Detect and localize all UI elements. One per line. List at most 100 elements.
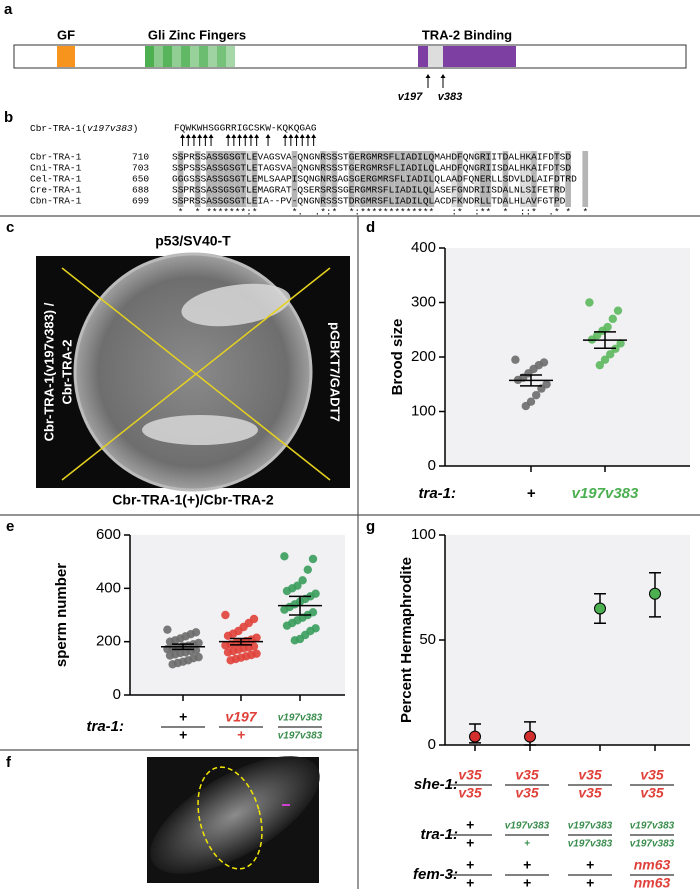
data-point — [298, 576, 307, 585]
x-tick-label: v197v383 — [572, 485, 639, 502]
consensus: * * *******:* *. .*:* *:************* :*… — [172, 207, 588, 218]
allele-bottom: v197v383 — [630, 839, 675, 850]
allele-bottom: v35 — [458, 785, 482, 801]
mutation-arrow-head — [231, 134, 237, 138]
data-point — [649, 587, 661, 600]
allele-arrow-head — [440, 74, 446, 78]
conserved-shade — [405, 151, 412, 207]
y-tick-label: 50 — [419, 631, 436, 648]
data-point — [595, 360, 604, 370]
allele-arrow-head — [425, 74, 431, 78]
zinc-finger-shade — [190, 46, 199, 67]
allele-top: v35 — [578, 767, 602, 783]
conserved-shade — [371, 151, 378, 207]
conserved-shade — [553, 151, 560, 207]
mutation-arrow-head — [305, 134, 311, 138]
allele-top: + — [523, 857, 531, 873]
data-point — [280, 605, 289, 614]
panel-label: e — [6, 518, 14, 535]
data-point — [168, 660, 177, 669]
conserved-shade — [485, 151, 492, 207]
error-bar — [172, 643, 194, 651]
panel-label: a — [4, 1, 13, 18]
data-point — [606, 350, 615, 359]
data-point — [221, 610, 230, 620]
allele-label: v383 — [438, 91, 462, 103]
mutation-arrow-head — [294, 134, 300, 138]
genotype-label: tra-1: — [86, 718, 124, 735]
data-point — [608, 314, 617, 324]
spermatheca-outline — [197, 766, 263, 870]
y-tick-label: 200 — [411, 348, 436, 365]
data-point — [600, 355, 610, 364]
panel-label: b — [4, 109, 13, 126]
genotype-label: fem-3: — [413, 866, 458, 883]
error-bar — [289, 595, 311, 616]
mutation-arrow-head — [242, 134, 248, 138]
conserved-shade — [194, 151, 201, 207]
conserved-shade — [388, 151, 395, 207]
y-axis-label: Percent Hermaphrodite — [398, 557, 415, 723]
allele-bottom: + — [466, 835, 474, 851]
allele-bottom: v35 — [640, 785, 664, 801]
conserved-shade — [325, 151, 332, 207]
allele-top: + — [466, 817, 474, 833]
mutation-arrow-head — [237, 134, 243, 138]
conserved-shade — [229, 151, 235, 207]
data-point — [290, 636, 299, 645]
y-axis-label: Brood size — [389, 319, 406, 396]
allele-label: v197 — [398, 91, 423, 103]
conserved-shade — [582, 151, 589, 207]
data-point — [303, 565, 312, 574]
allele-bottom: v197v383 — [278, 731, 323, 742]
y-tick-label: 400 — [411, 239, 436, 256]
start-position: 703 — [132, 163, 149, 174]
mutation-arrow-head — [191, 134, 197, 138]
mutation-arrow-head — [282, 134, 288, 138]
allele-top: + — [466, 857, 474, 873]
mutation-arrow-head — [202, 134, 208, 138]
error-bar — [594, 331, 616, 350]
error-bar — [520, 374, 542, 387]
genotype-label: tra-1: — [420, 826, 458, 843]
mutation-arrow-head — [311, 134, 317, 138]
species-name: Cbr-TRA-1 — [30, 152, 82, 163]
mutation-arrow-head — [288, 134, 294, 138]
plate-label: p53/SV40-T — [155, 233, 231, 249]
y-tick-label: 0 — [428, 736, 436, 753]
conserved-shade — [400, 151, 406, 207]
conserved-shade — [457, 151, 463, 207]
zinc-finger-shade — [208, 46, 217, 67]
allele-top: v197v383 — [505, 821, 550, 832]
data-point — [282, 621, 292, 630]
plate-label: Cbr-TRA-1(v197v383) / — [41, 302, 56, 441]
panel-label: d — [366, 219, 375, 236]
category-title: tra-1: — [418, 485, 456, 502]
y-tick-label: 0 — [113, 686, 121, 703]
conserved-shade — [519, 151, 526, 207]
conserved-shade — [217, 151, 224, 207]
conserved-shade — [211, 151, 218, 207]
mutant-allele: v197v383 — [87, 123, 133, 134]
data-point — [616, 339, 625, 348]
data-point — [163, 625, 172, 634]
data-point — [469, 730, 481, 743]
allele-bottom: + — [466, 875, 474, 889]
conserved-shade — [451, 151, 457, 207]
data-point — [165, 651, 175, 660]
domain-label: GF — [57, 27, 75, 42]
sequence: SSPSSSASSGSGTLETAGSVA-QNGNRSSSTGERGMRSFL… — [172, 163, 571, 174]
allele-bottom: v35 — [578, 785, 602, 801]
panel-borders — [0, 215, 700, 889]
allele-top: + — [179, 709, 187, 725]
mutant-sequence: FQWKWHSGGRRIGCSKW-KQKQGAG — [174, 123, 317, 134]
allele-bottom: nm63 — [634, 875, 671, 889]
allele-bottom: + — [586, 875, 594, 889]
domain-gf — [57, 46, 75, 67]
plot-background — [445, 248, 690, 466]
allele-top: v35 — [458, 767, 482, 783]
conserved-shade — [223, 151, 229, 207]
allele-top: v35 — [640, 767, 664, 783]
zinc-finger-shade — [226, 46, 235, 67]
conserved-shade — [206, 151, 212, 207]
